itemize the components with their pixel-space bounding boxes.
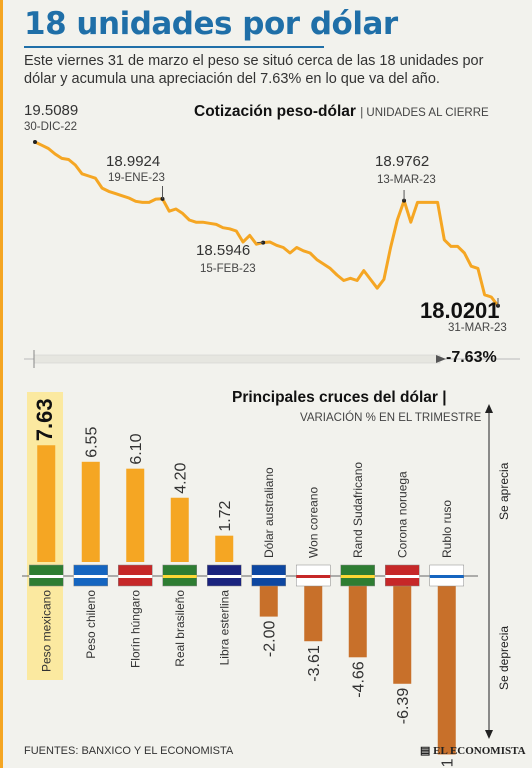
bar-category-label-4: Libra esterlina	[217, 590, 231, 666]
axis-up-label: Se aprecia	[497, 462, 511, 520]
ytd-change-label: -7.63%	[446, 349, 497, 366]
bar-7	[348, 586, 367, 658]
annotation-date-feb: 15-FEB-23	[200, 263, 256, 275]
line-chart-subtitle: UNIDADES AL CIERRE	[366, 107, 489, 119]
brand-name: EL ECONOMISTA	[433, 745, 526, 757]
price-line	[33, 140, 500, 308]
bar-category-label-5: Dólar australiano	[262, 467, 276, 558]
annotation-value-feb: 18.5946	[196, 242, 251, 259]
annotation-value-start: 19.5089	[24, 102, 79, 119]
flag-stripe-1	[73, 575, 108, 578]
bar-chart-subtitle: VARIACIÓN % EN EL TRIMESTRE	[300, 412, 482, 424]
bar-category-label-3: Real brasileño	[173, 590, 187, 667]
flag-stripe-2	[118, 575, 153, 578]
flag-stripe-7	[340, 575, 375, 578]
annotation-point	[33, 140, 37, 145]
axis-down-label: Se deprecia	[497, 625, 511, 690]
bar-8	[393, 586, 412, 684]
bar-value-label-5: -2.00	[262, 620, 279, 657]
ytd-arrow-icon	[436, 355, 446, 363]
bar-category-label-0: Peso mexicano	[39, 590, 53, 672]
line-chart-title: Cotización peso-dólar | UNIDADES AL CIER…	[194, 103, 489, 121]
annotation-value-end: 18.0201	[420, 298, 500, 323]
bar-value-label-2: 6.10	[128, 433, 145, 464]
newspaper-icon: ▤	[420, 745, 434, 757]
sources-footer: FUENTES: BANXICO Y EL ECONOMISTA	[24, 745, 234, 757]
bar-4	[215, 535, 234, 562]
page-title: 18 unidades por dólar	[24, 6, 398, 42]
bar-5	[259, 586, 278, 617]
bar-category-label-9: Rublo ruso	[440, 500, 454, 558]
bar-value-label-6: -3.61	[306, 645, 323, 682]
flag-stripe-4	[207, 575, 242, 578]
bar-chart-title-text: Principales cruces del dólar	[232, 389, 438, 406]
bar-category-label-6: Won coreano	[306, 487, 320, 558]
bar-value-label-0: 7.63	[32, 398, 57, 441]
annotation-date-end: 31-MAR-23	[448, 322, 507, 334]
annotation-date-jan: 19-ENE-23	[108, 172, 165, 184]
flag-stripe-8	[385, 575, 420, 578]
flag-stripe-5	[251, 575, 286, 578]
bar-value-label-7: -4.66	[351, 661, 368, 698]
bar-9	[437, 586, 456, 755]
flag-stripe-3	[162, 575, 197, 578]
brand-logo: ▤ EL ECONOMISTA	[420, 744, 526, 757]
bar-category-label-1: Peso chileno	[84, 590, 98, 659]
ytd-bar	[33, 354, 441, 364]
bar-value-label-1: 6.55	[84, 427, 101, 458]
bar-category-label-2: Florín húngaro	[128, 590, 142, 668]
annotation-value-jan: 18.9924	[106, 153, 161, 170]
bar-3	[170, 497, 189, 562]
bar-category-label-8: Corona noruega	[395, 471, 409, 558]
bar-2	[126, 468, 145, 562]
bar-value-label-8: -6.39	[395, 688, 412, 725]
bar-category-label-7: Rand Sudafricano	[351, 462, 365, 558]
annotation-date-mar: 13-MAR-23	[377, 174, 436, 186]
annotation-date-start: 30-DIC-22	[24, 121, 78, 133]
bar-value-label-4: 1.72	[217, 500, 234, 531]
arrow-up-icon	[485, 404, 493, 413]
bar-chart: 7.63 Peso mexicano 6.55 Peso chileno 6.10 Flo…	[22, 392, 493, 768]
bar-value-label-3: 4.20	[173, 462, 190, 493]
lede-text: Este viernes 31 de marzo el peso se situ…	[24, 53, 484, 87]
bar-1	[81, 461, 100, 562]
title-underline	[24, 46, 324, 48]
bar-6	[304, 586, 323, 642]
flag-stripe-0	[29, 575, 64, 578]
arrow-down-icon	[485, 730, 493, 739]
bar-value-label-9: -11.01	[440, 758, 457, 768]
line-chart	[24, 140, 520, 368]
line-chart-title-text: Cotización peso-dólar	[194, 103, 356, 120]
flag-stripe-9	[429, 575, 464, 578]
annotation-value-mar: 18.9762	[375, 153, 430, 170]
line-chart-unit: | UNIDADES AL CIERRE	[360, 107, 489, 119]
flag-stripe-6	[296, 575, 331, 578]
bar-0	[37, 445, 56, 562]
bar-chart-title: Principales cruces del dólar |	[232, 389, 447, 406]
